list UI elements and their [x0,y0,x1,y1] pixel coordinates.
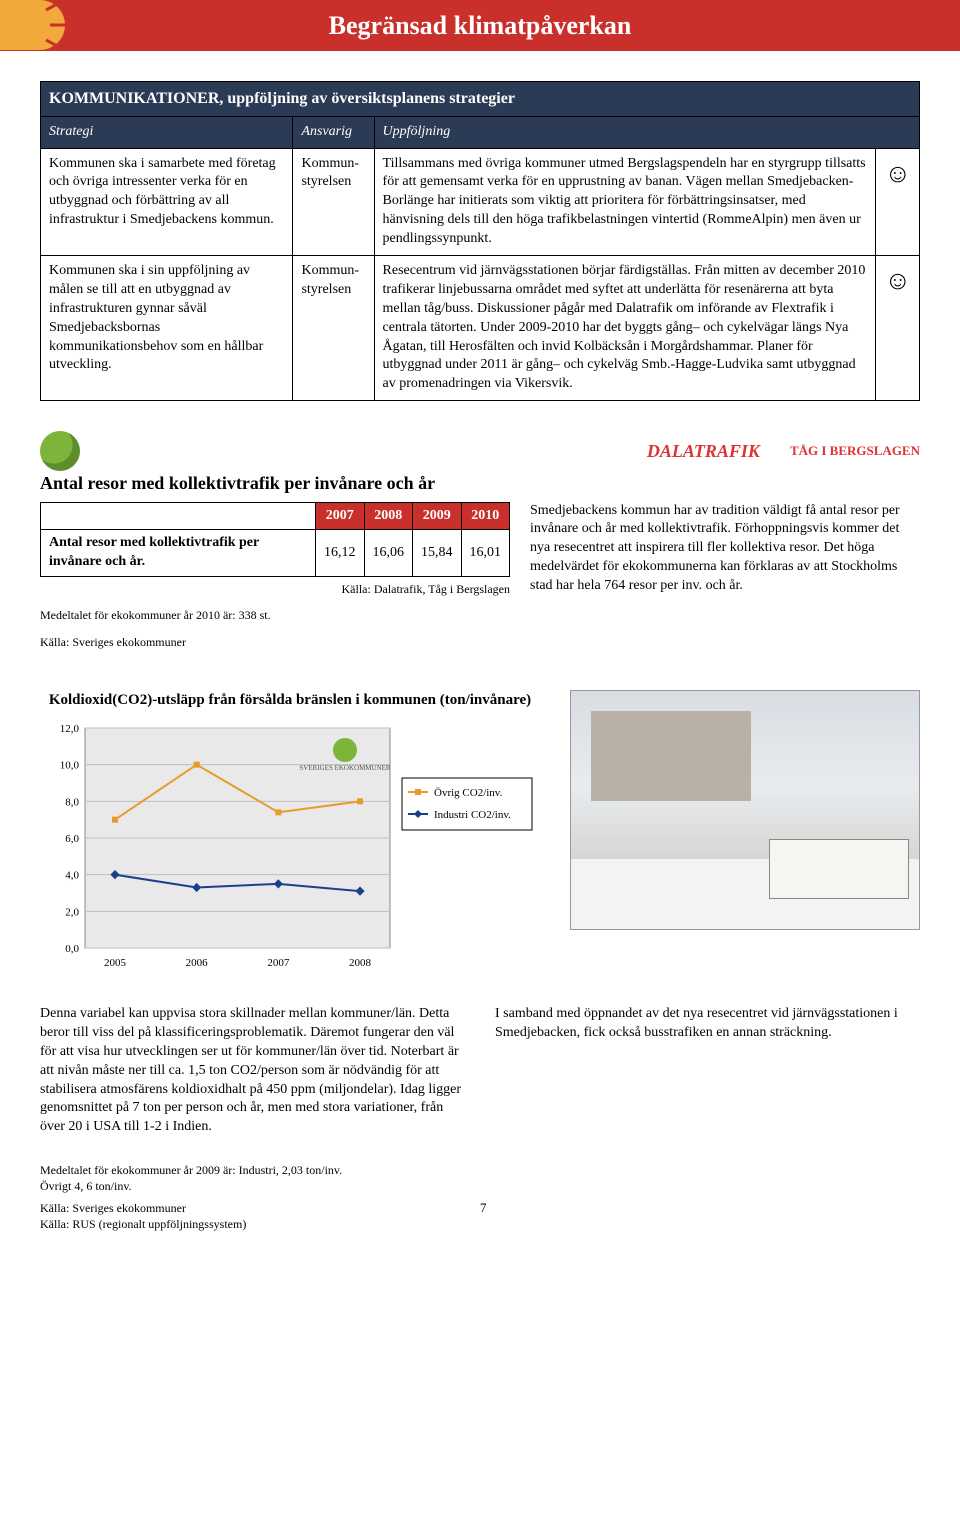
footer-line1: Medeltalet för ekokommuner år 2009 är: I… [40,1162,920,1178]
footer-line4: Källa: RUS (regionalt uppföljningssystem… [40,1216,920,1232]
header-title: Begränsad klimatpåverkan [329,11,632,40]
svg-text:2008: 2008 [349,957,372,969]
table-row: Kommunen ska i sin uppföljning av målen … [41,256,920,401]
svg-text:SVERIGES EKOKOMMUNER: SVERIGES EKOKOMMUNER [299,764,391,772]
kt-right-text: Smedjebackens kommun har av tradition vä… [530,502,920,650]
svg-text:2,0: 2,0 [65,906,79,918]
svg-text:2005: 2005 [104,957,127,969]
responsible-cell: Kommun-styrelsen [293,256,374,401]
footer-line3: Källa: Sveriges ekokommuner [40,1200,480,1216]
strategies-table: KOMMUNIKATIONER, uppföljning av översikt… [40,81,920,401]
kt-year: 2009 [413,502,462,530]
dalatrafik-logo: DALATRAFIK [647,439,760,463]
kt-table: 2007 2008 2009 2010 Antal resor med koll… [40,502,510,578]
svg-text:6,0: 6,0 [65,833,79,845]
svg-text:10,0: 10,0 [60,760,80,772]
strategy-cell: Kommunen ska i samarbete med företag och… [41,148,293,255]
kt-note2: Källa: Sveriges ekokommuner [40,634,510,650]
strategy-cell: Kommunen ska i sin uppföljning av målen … [41,256,293,401]
sun-icon [0,0,90,50]
kt-value: 16,01 [461,530,510,577]
followup-cell: Tillsammans med övriga kommuner utmed Be… [374,148,876,255]
page-number: 7 [480,1199,487,1217]
bottom-left-text: Denna variabel kan uppvisa stora skillna… [40,1005,465,1137]
co2-chart-title: Koldioxid(CO2)-utsläpp från försålda brä… [40,690,540,710]
strategies-title: KOMMUNIKATIONER, uppföljning av översikt… [41,82,920,117]
col-ansvarig: Ansvarig [293,116,374,148]
col-strategi: Strategi [41,116,293,148]
smiley-icon: ☺ [884,263,911,298]
col-uppfoljning: Uppföljning [374,116,919,148]
tag-i-bergslagen-logo: TÅG I BERGSLAGEN [790,442,920,460]
table-row: Kommunen ska i samarbete med företag och… [41,148,920,255]
ekokommuner-logo-icon [40,431,80,471]
smiley-cell: ☺ [876,256,920,401]
svg-text:12,0: 12,0 [60,723,80,735]
kt-note1: Medeltalet för ekokommuner år 2010 är: 3… [40,607,510,623]
kt-year: 2008 [364,502,413,530]
svg-text:0,0: 0,0 [65,943,79,955]
kt-year: 2007 [316,502,365,530]
svg-text:Industri CO2/inv.: Industri CO2/inv. [434,809,511,821]
svg-text:8,0: 8,0 [65,796,79,808]
smiley-cell: ☺ [876,148,920,255]
svg-text:2006: 2006 [186,957,209,969]
svg-text:4,0: 4,0 [65,870,79,882]
footer-line2: Övrigt 4, 6 ton/inv. [40,1178,920,1194]
kt-value: 15,84 [413,530,462,577]
kt-year: 2010 [461,502,510,530]
bus-photo [570,690,920,930]
bottom-right-text: I samband med öppnandet av det nya resec… [495,1005,920,1137]
kollektivtrafik-section: DALATRAFIK TÅG I BERGSLAGEN Antal resor … [40,431,920,650]
co2-chart-section: Koldioxid(CO2)-utsläpp från försålda brä… [40,690,920,985]
co2-chart: 0,0 2,0 4,0 6,0 8,0 10,0 12,0 2005 2006 2007 2008 Ö… [40,718,540,978]
followup-cell: Resecentrum vid järnvägsstationen börjar… [374,256,876,401]
kt-value: 16,12 [316,530,365,577]
svg-text:2007: 2007 [267,957,290,969]
kt-source: Källa: Dalatrafik, Tåg i Bergslagen [40,581,510,597]
kt-value: 16,06 [364,530,413,577]
kt-title: Antal resor med kollektivtrafik per invå… [40,471,920,495]
smiley-icon: ☺ [884,156,911,191]
responsible-cell: Kommun-styrelsen [293,148,374,255]
page-header: Begränsad klimatpåverkan [0,0,960,51]
svg-text:Övrig CO2/inv.: Övrig CO2/inv. [434,787,503,799]
kt-row-label: Antal resor med kollektivtrafik per invå… [41,530,316,577]
footer-notes: Medeltalet för ekokommuner år 2009 är: I… [40,1162,920,1232]
